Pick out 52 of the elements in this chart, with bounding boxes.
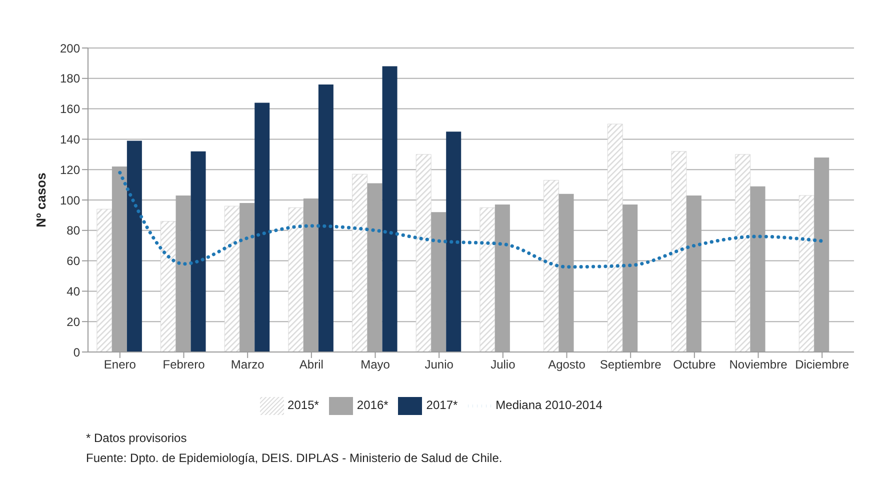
x-tick-label: Marzo — [230, 358, 265, 372]
bar — [96, 208, 112, 352]
bar — [382, 66, 398, 352]
y-tick-label: 20 — [66, 314, 80, 329]
bar — [544, 180, 560, 352]
bar — [798, 195, 814, 352]
bar — [607, 124, 623, 352]
line-series — [118, 170, 824, 269]
x-tick-label: Mayo — [360, 358, 390, 372]
y-axis-title: Nº casos — [34, 172, 49, 228]
y-tick-label: 40 — [66, 284, 80, 298]
legend-label: Mediana 2010-2014 — [496, 398, 602, 412]
y-tick-label: 60 — [66, 254, 80, 268]
bar — [352, 174, 368, 352]
x-tick-label: Septiembre — [600, 358, 662, 372]
bar — [671, 151, 687, 352]
bar — [367, 183, 382, 352]
source-note: Fuente: Dpto. de Epidemiología, DEIS. DIPLAS - Ministerio de Salud de Chile. — [86, 450, 504, 467]
x-tick-label: Abril — [299, 358, 324, 372]
bar — [735, 154, 751, 352]
bar — [190, 151, 206, 352]
legend-label: 2017* — [426, 398, 458, 412]
bar — [431, 212, 446, 352]
x-tick-label: Junio — [424, 358, 454, 372]
x-tick-label: Febrero — [162, 358, 206, 372]
bar — [160, 221, 176, 352]
x-tick-label: Agosto — [548, 358, 586, 372]
bar — [318, 84, 334, 352]
bar — [254, 102, 270, 352]
text: * Datos provisorios — [86, 430, 188, 447]
y-tick-label: 160 — [60, 102, 80, 116]
bar — [480, 207, 496, 352]
x-tick-label: Enero — [104, 358, 136, 372]
x-tick-label: Noviembre — [729, 358, 788, 372]
bar — [416, 154, 432, 352]
y-tick-label: 80 — [66, 224, 80, 238]
bar — [446, 132, 462, 352]
legend-label: 2015* — [288, 398, 319, 412]
y-tick-label: 140 — [60, 132, 80, 146]
y-tick-label: 120 — [60, 162, 80, 177]
legend-label: 2016* — [356, 398, 388, 412]
x-tick-label: Julio — [490, 358, 516, 372]
bar — [224, 206, 240, 352]
bar — [288, 207, 304, 352]
x-tick-label: Octubre — [673, 358, 716, 372]
x-tick-label: Diciembre — [795, 358, 850, 372]
bar — [240, 203, 255, 352]
y-tick-label: 180 — [60, 72, 80, 86]
y-tick-label: 0 — [73, 345, 80, 360]
bar — [126, 140, 142, 352]
y-tick-label: 200 — [60, 41, 80, 56]
y-tick-label: 100 — [60, 193, 80, 208]
